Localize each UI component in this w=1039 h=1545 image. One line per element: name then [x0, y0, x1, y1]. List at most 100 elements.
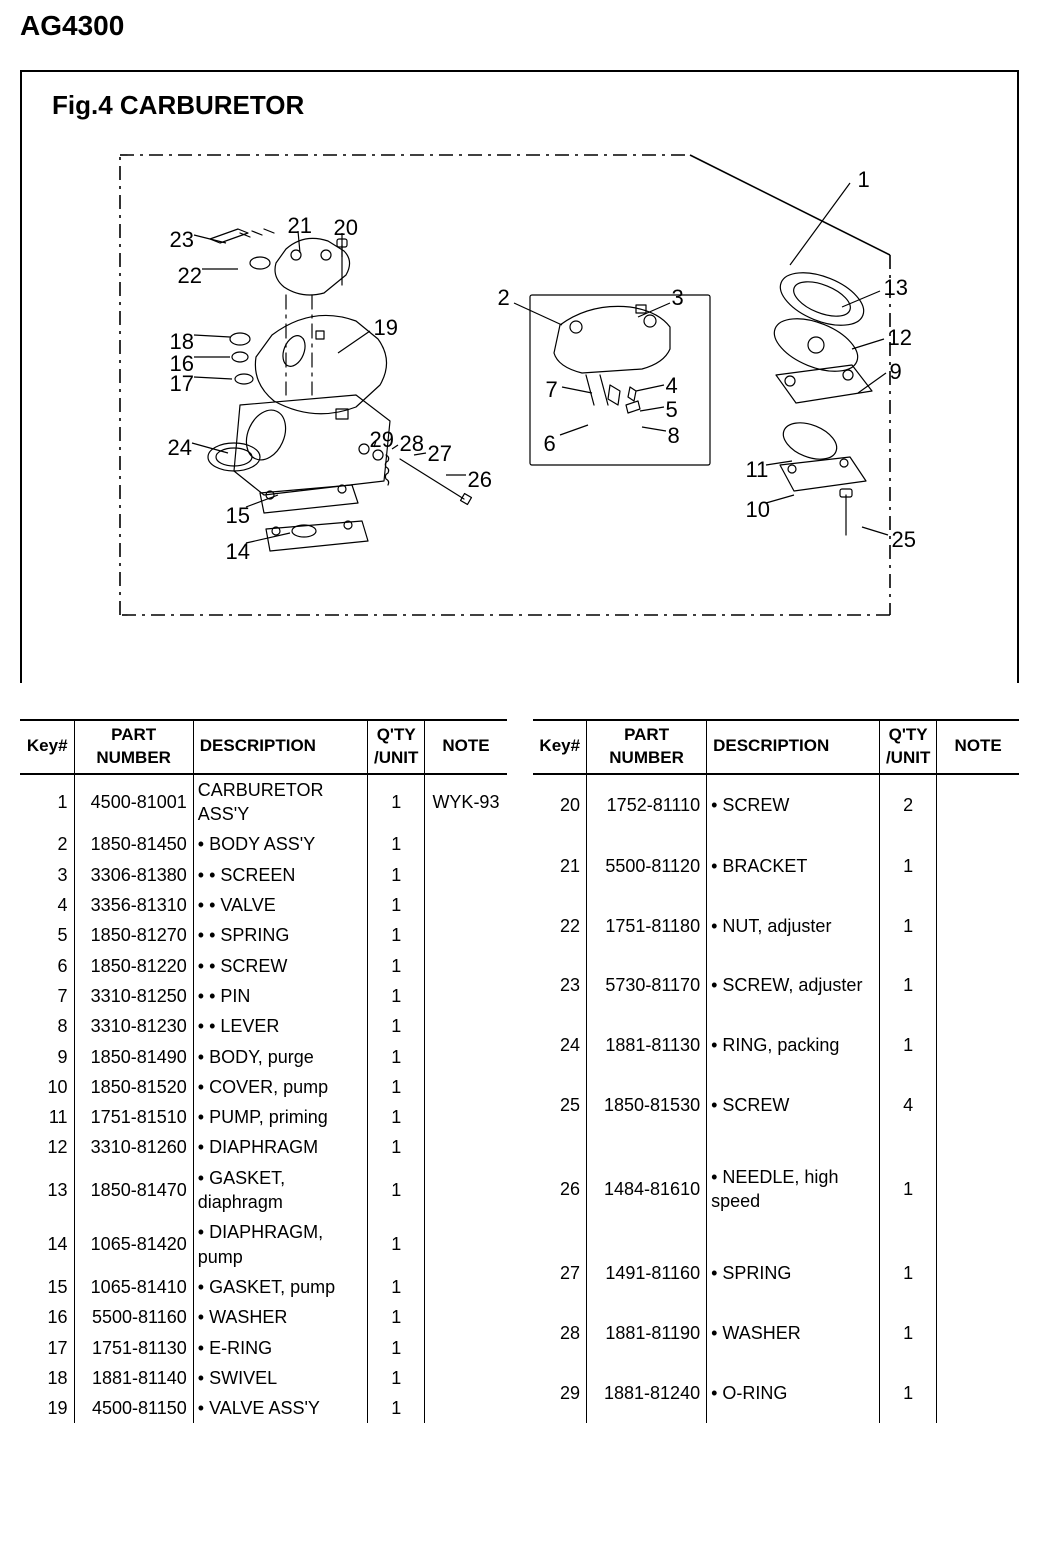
table-row: 151065-81410• GASKET, pump1: [20, 1272, 507, 1302]
table-row: 43356-81310• • VALVE1: [20, 890, 507, 920]
cell-desc: • BODY, purge: [193, 1042, 367, 1072]
cell-qty: 1: [368, 1302, 425, 1332]
cell-pn: 1751-81130: [74, 1333, 193, 1363]
table-row: 51850-81270• • SPRING1: [20, 920, 507, 950]
cell-note: [425, 1011, 507, 1041]
cell-pn: 1881-81190: [587, 1303, 707, 1363]
parts-table-right: Key# PART NUMBER DESCRIPTION Q'TY /UNIT …: [533, 719, 1020, 1423]
figure-title: Fig.4 CARBURETOR: [52, 90, 997, 121]
header-desc: DESCRIPTION: [193, 720, 367, 774]
cell-key: 11: [20, 1102, 74, 1132]
cell-key: 29: [533, 1363, 587, 1423]
callout-25: 25: [892, 527, 916, 553]
cell-pn: 1881-81130: [587, 1016, 707, 1076]
callout-14: 14: [226, 539, 250, 565]
cell-key: 26: [533, 1135, 587, 1243]
cell-pn: 5500-81160: [74, 1302, 193, 1332]
cell-note: [937, 896, 1019, 956]
cell-desc: • DIAPHRAGM, pump: [193, 1217, 367, 1272]
callout-20: 20: [334, 215, 358, 241]
callout-15: 15: [226, 503, 250, 529]
cell-qty: 1: [368, 1011, 425, 1041]
cell-qty: 1: [368, 774, 425, 830]
page: AG4300 Fig.4 CARBURETOR: [0, 0, 1039, 1443]
cell-desc: • SWIVEL: [193, 1363, 367, 1393]
cell-qty: 1: [368, 1042, 425, 1072]
callout-21: 21: [288, 213, 312, 239]
cell-qty: 1: [368, 981, 425, 1011]
table-row: 221751-81180• NUT, adjuster1: [533, 896, 1020, 956]
cell-note: [937, 1016, 1019, 1076]
cell-key: 22: [533, 896, 587, 956]
cell-pn: 5730-81170: [587, 956, 707, 1016]
table-row: 215500-81120• BRACKET1: [533, 836, 1020, 896]
cell-note: [425, 860, 507, 890]
cell-desc: • RING, packing: [707, 1016, 880, 1076]
callout-27: 27: [428, 441, 452, 467]
cell-desc: • • VALVE: [193, 890, 367, 920]
cell-note: [425, 890, 507, 920]
cell-key: 9: [20, 1042, 74, 1072]
cell-desc: • SPRING: [707, 1244, 880, 1304]
table-row: 141065-81420• DIAPHRAGM, pump1: [20, 1217, 507, 1272]
cell-pn: 4500-81001: [74, 774, 193, 830]
callout-13: 13: [884, 275, 908, 301]
header-note: NOTE: [937, 720, 1019, 774]
cell-pn: 3356-81310: [74, 890, 193, 920]
cell-desc: • • SCREW: [193, 951, 367, 981]
cell-pn: 1850-81530: [587, 1076, 707, 1136]
header-qty-l1: Q'TY: [889, 725, 928, 744]
cell-key: 2: [20, 829, 74, 859]
cell-note: [425, 920, 507, 950]
cell-qty: 1: [368, 1217, 425, 1272]
cell-key: 12: [20, 1132, 74, 1162]
table-row: 201752-81110• SCREW2: [533, 774, 1020, 836]
cell-note: [425, 981, 507, 1011]
cell-qty: 1: [879, 1363, 936, 1423]
header-pn: PART NUMBER: [74, 720, 193, 774]
cell-pn: 1065-81410: [74, 1272, 193, 1302]
cell-note: [425, 1333, 507, 1363]
cell-desc: • O-RING: [707, 1363, 880, 1423]
cell-desc: • WASHER: [193, 1302, 367, 1332]
cell-desc: • GASKET, pump: [193, 1272, 367, 1302]
cell-qty: 1: [879, 1303, 936, 1363]
callout-19: 19: [374, 315, 398, 341]
cell-desc: • VALVE ASS'Y: [193, 1393, 367, 1423]
cell-key: 28: [533, 1303, 587, 1363]
exploded-diagram: 1234567891011121314151617181920212223242…: [90, 135, 950, 665]
table-row: 271491-81160• SPRING1: [533, 1244, 1020, 1304]
callout-7: 7: [546, 377, 558, 403]
header-pn: PART NUMBER: [587, 720, 707, 774]
cell-key: 20: [533, 774, 587, 836]
cell-key: 18: [20, 1363, 74, 1393]
callout-2: 2: [498, 285, 510, 311]
cell-pn: 1751-81180: [587, 896, 707, 956]
cell-note: [937, 1303, 1019, 1363]
cell-key: 7: [20, 981, 74, 1011]
cell-key: 23: [533, 956, 587, 1016]
table-row: 101850-81520• COVER, pump1: [20, 1072, 507, 1102]
callout-9: 9: [890, 359, 902, 385]
table-row: 181881-81140• SWIVEL1: [20, 1363, 507, 1393]
cell-desc: • GASKET, diaphragm: [193, 1163, 367, 1218]
cell-note: [425, 829, 507, 859]
table-row: 194500-81150• VALVE ASS'Y1: [20, 1393, 507, 1423]
cell-key: 17: [20, 1333, 74, 1363]
callout-29: 29: [370, 427, 394, 453]
cell-pn: 1881-81140: [74, 1363, 193, 1393]
cell-qty: 2: [879, 774, 936, 836]
cell-pn: 3310-81250: [74, 981, 193, 1011]
cell-qty: 1: [368, 1333, 425, 1363]
cell-pn: 1850-81270: [74, 920, 193, 950]
table-row: 123310-81260• DIAPHRAGM1: [20, 1132, 507, 1162]
cell-pn: 5500-81120: [587, 836, 707, 896]
table-row: 61850-81220• • SCREW1: [20, 951, 507, 981]
table-row: 251850-81530• SCREW4: [533, 1076, 1020, 1136]
cell-desc: • SCREW, adjuster: [707, 956, 880, 1016]
cell-key: 13: [20, 1163, 74, 1218]
cell-pn: 3306-81380: [74, 860, 193, 890]
callout-23: 23: [170, 227, 194, 253]
cell-pn: 1484-81610: [587, 1135, 707, 1243]
cell-desc: • BODY ASS'Y: [193, 829, 367, 859]
